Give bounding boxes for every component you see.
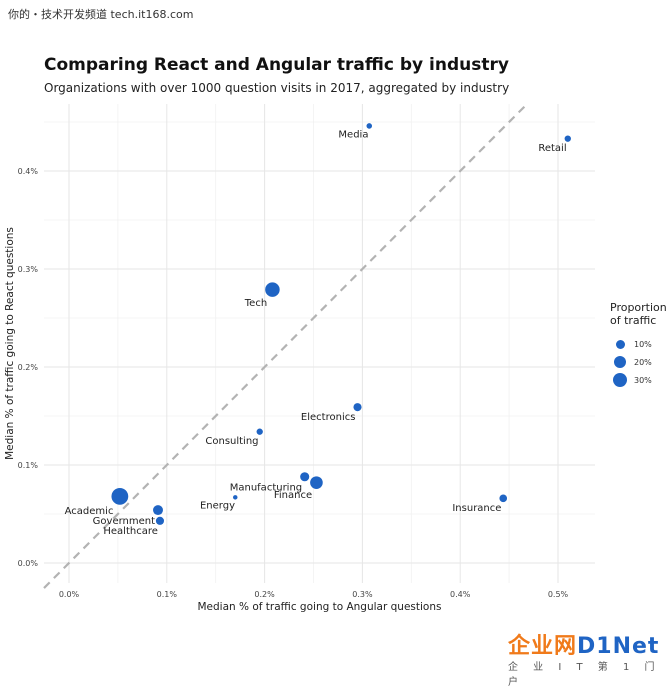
y-tick-label: 0.1%: [18, 461, 39, 470]
point-label: Tech: [244, 298, 267, 309]
point-label: Media: [338, 130, 368, 141]
y-tick-label: 0.0%: [18, 559, 39, 568]
data-point: [310, 476, 323, 489]
y-tick-label: 0.3%: [18, 265, 39, 274]
data-point: [153, 505, 163, 516]
point-label: Insurance: [452, 503, 501, 514]
legend-label: 20%: [634, 357, 652, 367]
legend-label: 10%: [634, 339, 652, 349]
data-point: [353, 403, 362, 412]
legend: Proportion of traffic 10% 20% 30%: [610, 301, 667, 389]
brand-right: D1Net: [577, 634, 660, 659]
point-label: Academic: [65, 506, 114, 517]
data-point: [265, 282, 280, 297]
x-tick-label: 0.5%: [548, 590, 569, 599]
chart-subtitle: Organizations with over 1000 question vi…: [44, 81, 510, 95]
point-label: Energy: [200, 501, 235, 512]
point-label: Finance: [274, 490, 312, 501]
data-point: [366, 123, 373, 129]
point-label: Government: [93, 516, 155, 527]
legend-title-line2: of traffic: [610, 314, 657, 327]
legend-label: 30%: [634, 375, 652, 385]
x-tick-label: 0.1%: [157, 590, 178, 599]
point-label: Retail: [538, 143, 566, 154]
point-label: Electronics: [301, 412, 356, 423]
watermark-top: 你的・技术开发频道 tech.it168.com: [8, 8, 194, 21]
brand-logo: 企业网D1Net 企 业 I T 第 1 门 户: [508, 628, 668, 688]
y-tick-label: 0.2%: [18, 363, 39, 372]
legend-item: 20%: [610, 353, 667, 371]
point-label: Consulting: [205, 436, 258, 447]
x-axis-title: Median % of traffic going to Angular que…: [198, 601, 442, 613]
legend-item: 30%: [610, 371, 667, 389]
brand-tagline: 企 业 I T 第 1 门 户: [508, 662, 661, 688]
x-tick-label: 0.2%: [254, 590, 275, 599]
x-tick-label: 0.3%: [352, 590, 373, 599]
data-point: [233, 495, 238, 500]
legend-dot-small: [615, 339, 625, 349]
data-point: [564, 135, 571, 142]
reference-diagonal-line: [43, 103, 528, 589]
data-point: [499, 494, 508, 503]
chart-title: Comparing React and Angular traffic by i…: [44, 55, 509, 75]
data-point: [111, 487, 129, 505]
data-point: [256, 428, 263, 435]
x-tick-label: 0.4%: [450, 590, 471, 599]
data-point: [155, 516, 165, 525]
x-tick-label: 0.0%: [59, 590, 80, 599]
point-label: Healthcare: [103, 526, 158, 537]
data-point: [300, 472, 310, 482]
legend-item: 10%: [610, 335, 667, 353]
legend-title: Proportion of traffic: [610, 301, 667, 327]
scatter-plot: 0.0% 0.1% 0.2% 0.3% 0.4% 0.5% 0.0% 0.1% 0.2% 0.3%…: [4, 103, 595, 613]
y-tick-label: 0.4%: [18, 167, 39, 176]
legend-dot-large: [613, 373, 627, 387]
legend-title-line1: Proportion: [610, 301, 667, 314]
y-axis-title: Median % of traffic going to React quest…: [4, 227, 16, 460]
point-label: Manufacturing: [230, 482, 302, 493]
brand-left: 企业网: [508, 634, 578, 659]
legend-dot-medium: [614, 356, 626, 368]
